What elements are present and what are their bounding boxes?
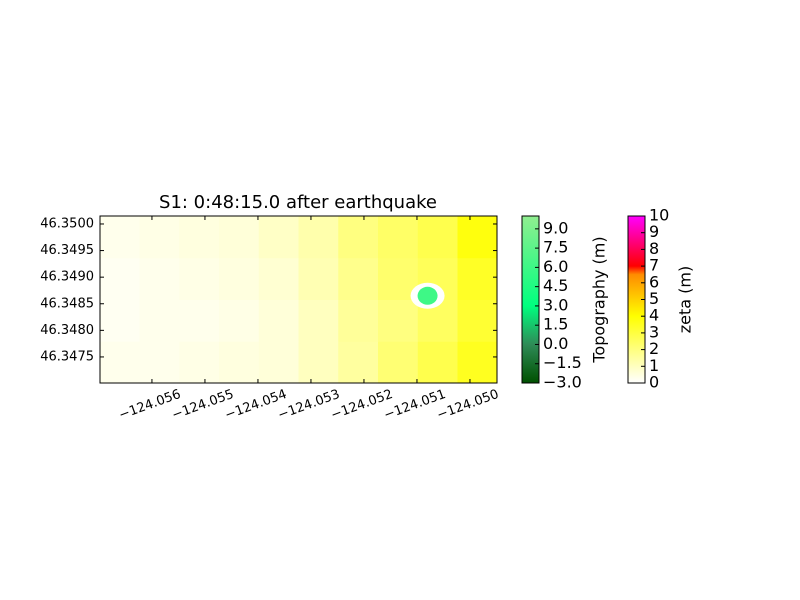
heat-cell [417, 216, 459, 259]
heat-cell [338, 299, 379, 342]
colorbar-tick-label: 7 [649, 256, 659, 275]
heat-cell [100, 257, 140, 300]
heat-cell [139, 216, 180, 259]
heat-cell [338, 216, 379, 259]
colorbar-tick-label: 0.0 [543, 334, 568, 353]
heat-cell [378, 341, 419, 383]
colorbar-tick-label: 4 [649, 306, 659, 325]
heat-cell [298, 257, 339, 300]
heat-cell [139, 257, 180, 300]
y-tick-label: 46.3490 [40, 270, 94, 285]
colorbar [521, 215, 540, 384]
heat-cell [457, 299, 497, 342]
heat-cell [179, 257, 220, 300]
heat-cell [139, 299, 180, 342]
heat-cell [179, 216, 220, 259]
heat-cell [378, 216, 419, 259]
colorbar-tick-label: 6 [649, 272, 659, 291]
colorbar-tick-label: 3 [649, 322, 659, 341]
y-tick-label: 46.3475 [40, 349, 94, 364]
y-tick-label: 46.3495 [40, 243, 94, 258]
heat-cell [298, 341, 339, 383]
heat-cell [457, 216, 497, 259]
colorbar-label: Topography (m) [590, 236, 609, 363]
heatmap [100, 216, 497, 383]
heat-cell [179, 341, 220, 383]
island [417, 286, 438, 305]
colorbar-tick-label: 6.0 [543, 257, 568, 276]
heat-cell [218, 257, 260, 300]
heat-cell [218, 341, 260, 383]
chart-title: S1: 0:48:15.0 after earthquake [159, 192, 437, 213]
colorbar-label: zeta (m) [676, 266, 695, 333]
heat-cell [100, 299, 140, 342]
heat-cell [218, 299, 260, 342]
heat-cell [258, 341, 299, 383]
colorbar-tick-label: 7.5 [543, 238, 568, 257]
heat-cell [378, 299, 419, 342]
heat-cell [258, 299, 299, 342]
plot-frame [99, 215, 498, 384]
colorbar-tick-label: 5 [649, 289, 659, 308]
y-tick-label: 46.3500 [40, 216, 94, 231]
heat-cell [338, 341, 379, 383]
heat-cell [457, 341, 497, 383]
colorbar-tick-label: 1 [649, 356, 659, 375]
heat-cell [298, 216, 339, 259]
heat-cell [457, 257, 497, 300]
colorbar-tick-label: −3.0 [543, 373, 582, 392]
colorbar-tick-label: 8 [649, 239, 659, 258]
heat-cell [179, 299, 220, 342]
heat-cell [258, 216, 299, 259]
colorbar-tick-label: 2 [649, 339, 659, 358]
y-tick-label: 46.3485 [40, 296, 94, 311]
heat-cell [218, 216, 260, 259]
colorbar-tick-label: 4.5 [543, 276, 568, 295]
y-tick-label: 46.3480 [40, 323, 94, 338]
heat-cell [298, 299, 339, 342]
colorbar-tick-label: 9.0 [543, 218, 568, 237]
heat-cell [139, 341, 180, 383]
colorbar-tick-label: −1.5 [543, 353, 582, 372]
colorbar-tick-label: 1.5 [543, 315, 568, 334]
heat-cell [417, 341, 459, 383]
colorbar-tick-label: 3.0 [543, 295, 568, 314]
heat-cell [100, 216, 140, 259]
colorbar-tick-label: 0 [649, 373, 659, 392]
heat-cell [258, 257, 299, 300]
heat-cell [100, 341, 140, 383]
colorbar-tick-label: 10 [649, 206, 669, 225]
heat-cell [338, 257, 379, 300]
colorbar-tick-label: 9 [649, 222, 659, 241]
x-tick-label: −124.050 [435, 387, 501, 423]
